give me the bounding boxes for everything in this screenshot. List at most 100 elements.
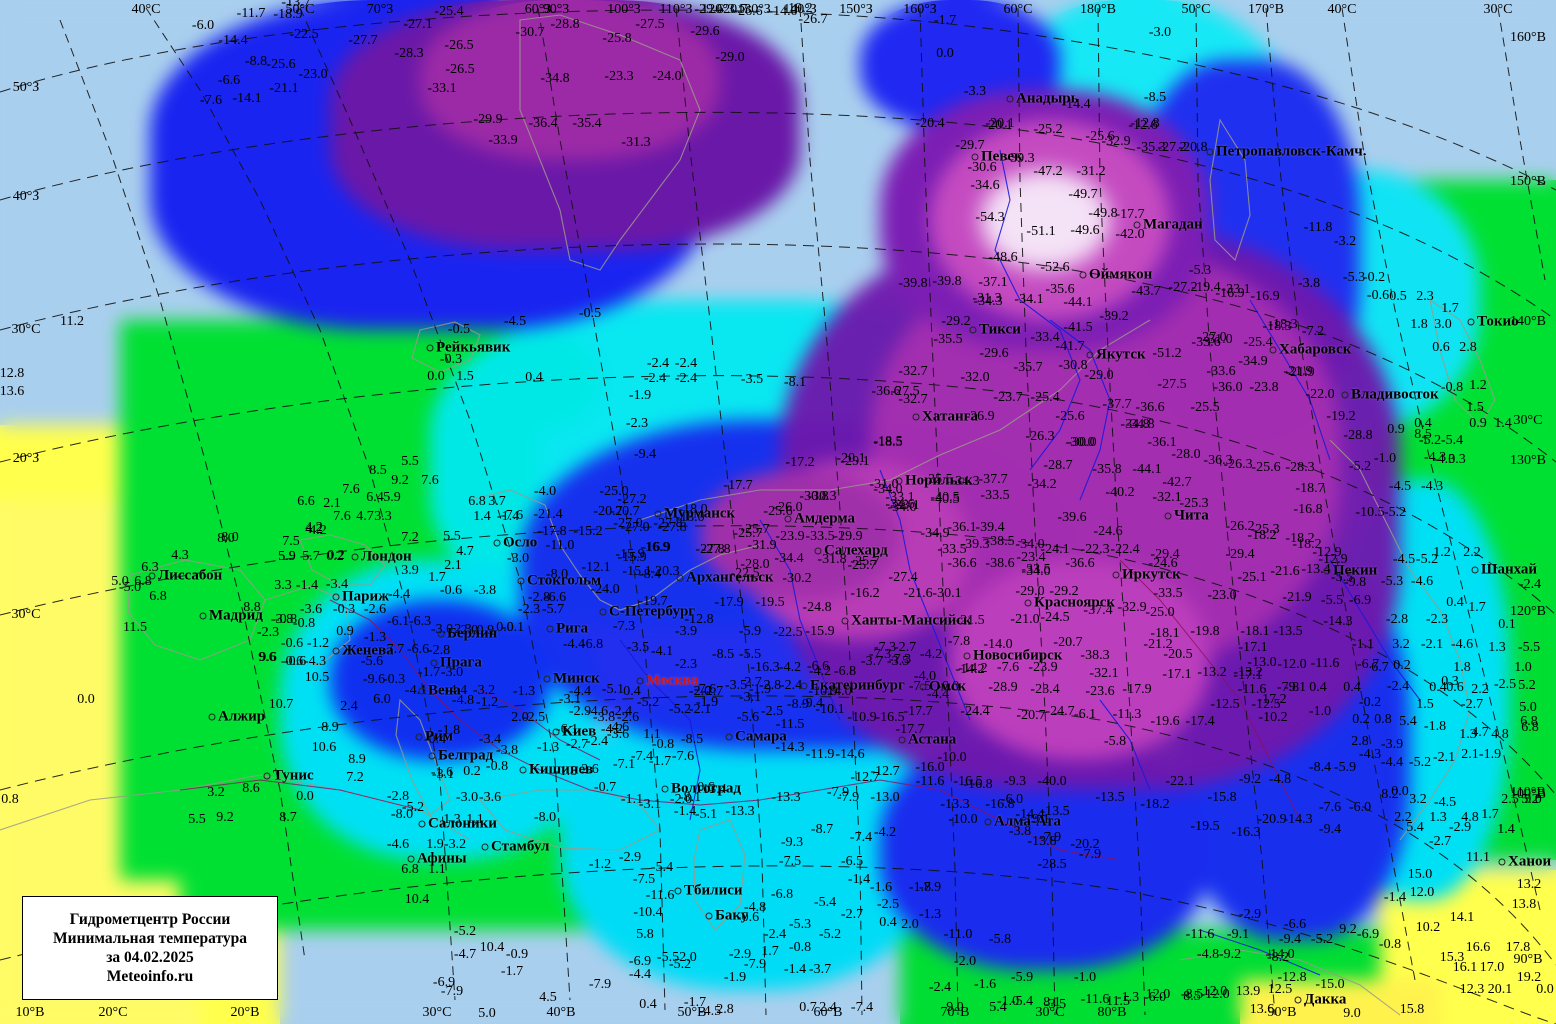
temperature-value: -13.4 bbox=[1301, 562, 1331, 577]
temperature-value: -2.4 bbox=[779, 678, 803, 693]
temperature-value: -17.2 bbox=[1257, 692, 1287, 707]
temperature-value: -41.5 bbox=[1063, 320, 1093, 335]
graticule-label: 120°В bbox=[1510, 604, 1546, 619]
temperature-value: -25.6 bbox=[266, 57, 296, 72]
temperature-value: -5.2 bbox=[1408, 755, 1432, 770]
temperature-value: -4.2 bbox=[600, 722, 624, 737]
temperature-value: 11.2 bbox=[60, 314, 84, 329]
temperature-value: 13.6 bbox=[1249, 1002, 1275, 1017]
temperature-value: 0.0 bbox=[1391, 784, 1409, 799]
temperature-value: -4.2 bbox=[808, 664, 832, 679]
temperature-value: 13.2 bbox=[1516, 877, 1542, 892]
city-marker bbox=[418, 820, 426, 828]
temperature-value: -0.6 bbox=[736, 910, 760, 925]
temperature-value: -10.0 bbox=[937, 750, 967, 765]
temperature-value: 0.6 bbox=[1432, 340, 1450, 355]
temperature-value: -31.0 bbox=[869, 477, 899, 492]
graticule-label: 30°С bbox=[422, 1005, 452, 1020]
temperature-value: -23.0 bbox=[1207, 588, 1237, 603]
temperature-value: -6.0 bbox=[1000, 792, 1024, 807]
temperature-value: -8.9 bbox=[786, 697, 810, 712]
city-marker bbox=[971, 153, 979, 161]
temperature-value: -34.8 bbox=[1125, 417, 1155, 432]
temperature-value: -25.0 bbox=[599, 484, 629, 499]
temperature-value: -2.5 bbox=[522, 710, 546, 725]
temperature-value: -9.2 bbox=[1218, 947, 1242, 962]
temperature-value: -12.8 bbox=[684, 612, 714, 627]
temperature-value: -25.6 bbox=[1085, 129, 1115, 144]
temperature-value: -9.2 bbox=[1238, 772, 1262, 787]
temperature-value: -30.7 bbox=[515, 25, 545, 40]
temperature-value: 6.0 bbox=[373, 692, 391, 707]
temperature-value: -5.2 bbox=[1348, 459, 1372, 474]
temperature-value: 5.4 bbox=[989, 1000, 1007, 1015]
temperature-value: 9.0 bbox=[1524, 792, 1542, 807]
temperature-value: -6.7 bbox=[1356, 657, 1380, 672]
temperature-value: 1.2 bbox=[1433, 545, 1451, 560]
temperature-value: -14.6 bbox=[835, 747, 865, 762]
temperature-value: 10.7 bbox=[268, 697, 294, 712]
temperature-value: -34.0 bbox=[887, 500, 917, 515]
temperature-value: -5.6 bbox=[360, 654, 384, 669]
temperature-value: 8.0 bbox=[217, 531, 235, 546]
temperature-value: -0.8 bbox=[651, 737, 675, 752]
temperature-value: -39.6 bbox=[1057, 510, 1087, 525]
temperature-value: -3.8 bbox=[1297, 276, 1321, 291]
temperature-value: 14.1 bbox=[1449, 910, 1475, 925]
temperature-value: 6.7 bbox=[1371, 660, 1389, 675]
city-marker bbox=[705, 912, 713, 920]
temperature-value: -8.1 bbox=[678, 790, 702, 805]
temperature-value: -3.7 bbox=[808, 962, 832, 977]
temperature-value: 1.2 bbox=[1469, 378, 1487, 393]
temperature-value: 11.1 bbox=[1466, 850, 1490, 865]
temperature-value: -5.4 bbox=[813, 895, 837, 910]
graticule-label: 20°В bbox=[230, 1005, 260, 1020]
temperature-value: -27.7 bbox=[348, 33, 378, 48]
temperature-value: -29.6 bbox=[690, 24, 720, 39]
temperature-value: -25.3 bbox=[1179, 496, 1209, 511]
city-label: Чита bbox=[1174, 507, 1209, 524]
city-label: Мурманск bbox=[664, 505, 736, 522]
temperature-value: -32.1 bbox=[1089, 666, 1119, 681]
temperature-value: -13.0 bbox=[1247, 655, 1277, 670]
temperature-value: 6.4 bbox=[366, 490, 384, 505]
temperature-value: 12.0 bbox=[1409, 885, 1435, 900]
temperature-value: -0.8 bbox=[1378, 937, 1402, 952]
temperature-value: -1.8 bbox=[437, 723, 461, 738]
city-label: Токио bbox=[1477, 313, 1519, 330]
temperature-value: -35.6 bbox=[1045, 282, 1075, 297]
temperature-value: 6.8 bbox=[149, 589, 167, 604]
city-label: Рим bbox=[425, 728, 454, 745]
temperature-value: -4.6 bbox=[386, 837, 410, 852]
temperature-value: -19.1 bbox=[1020, 812, 1050, 827]
temperature-value: -34.9 bbox=[920, 526, 950, 541]
city-label: Ханои bbox=[1508, 853, 1552, 870]
temperature-value: -20.3 bbox=[650, 564, 680, 579]
temperature-value: -23.8 bbox=[1249, 380, 1279, 395]
temperature-value: -18.3 bbox=[1262, 319, 1292, 334]
temperature-value: 2.1 bbox=[444, 558, 462, 573]
temperature-value: -2.7 bbox=[893, 640, 917, 655]
temperature-value: 0.9 bbox=[1387, 422, 1405, 437]
city-marker bbox=[1323, 567, 1331, 575]
temperature-value: -4.5 bbox=[698, 1004, 722, 1019]
temperature-value: -4.3 bbox=[1420, 479, 1444, 494]
temperature-value: -17.1 bbox=[1238, 640, 1268, 655]
temperature-value: -7.9 bbox=[440, 984, 464, 999]
temperature-value: -15.2 bbox=[573, 524, 603, 539]
graticule-label: 30°С bbox=[1483, 2, 1513, 17]
temperature-value: -24.4 bbox=[960, 704, 990, 719]
temperature-value: -26.7 bbox=[798, 12, 828, 27]
temperature-value: 4.2 bbox=[305, 520, 323, 535]
temperature-value: -14.4 bbox=[1061, 97, 1091, 112]
temperature-value: -6.1 bbox=[555, 722, 579, 737]
temperature-value: -20.1 bbox=[836, 451, 866, 466]
city-label: Хабаровск bbox=[1279, 341, 1352, 358]
temperature-value: 0.2 bbox=[327, 548, 345, 563]
temperature-value: -32.9 bbox=[1117, 600, 1147, 615]
temperature-value: -4.5 bbox=[1433, 795, 1457, 810]
temperature-value: 13.9 bbox=[1235, 984, 1261, 999]
temperature-value: -32.9 bbox=[1101, 134, 1131, 149]
temperature-value: -14.3 bbox=[1323, 614, 1353, 629]
